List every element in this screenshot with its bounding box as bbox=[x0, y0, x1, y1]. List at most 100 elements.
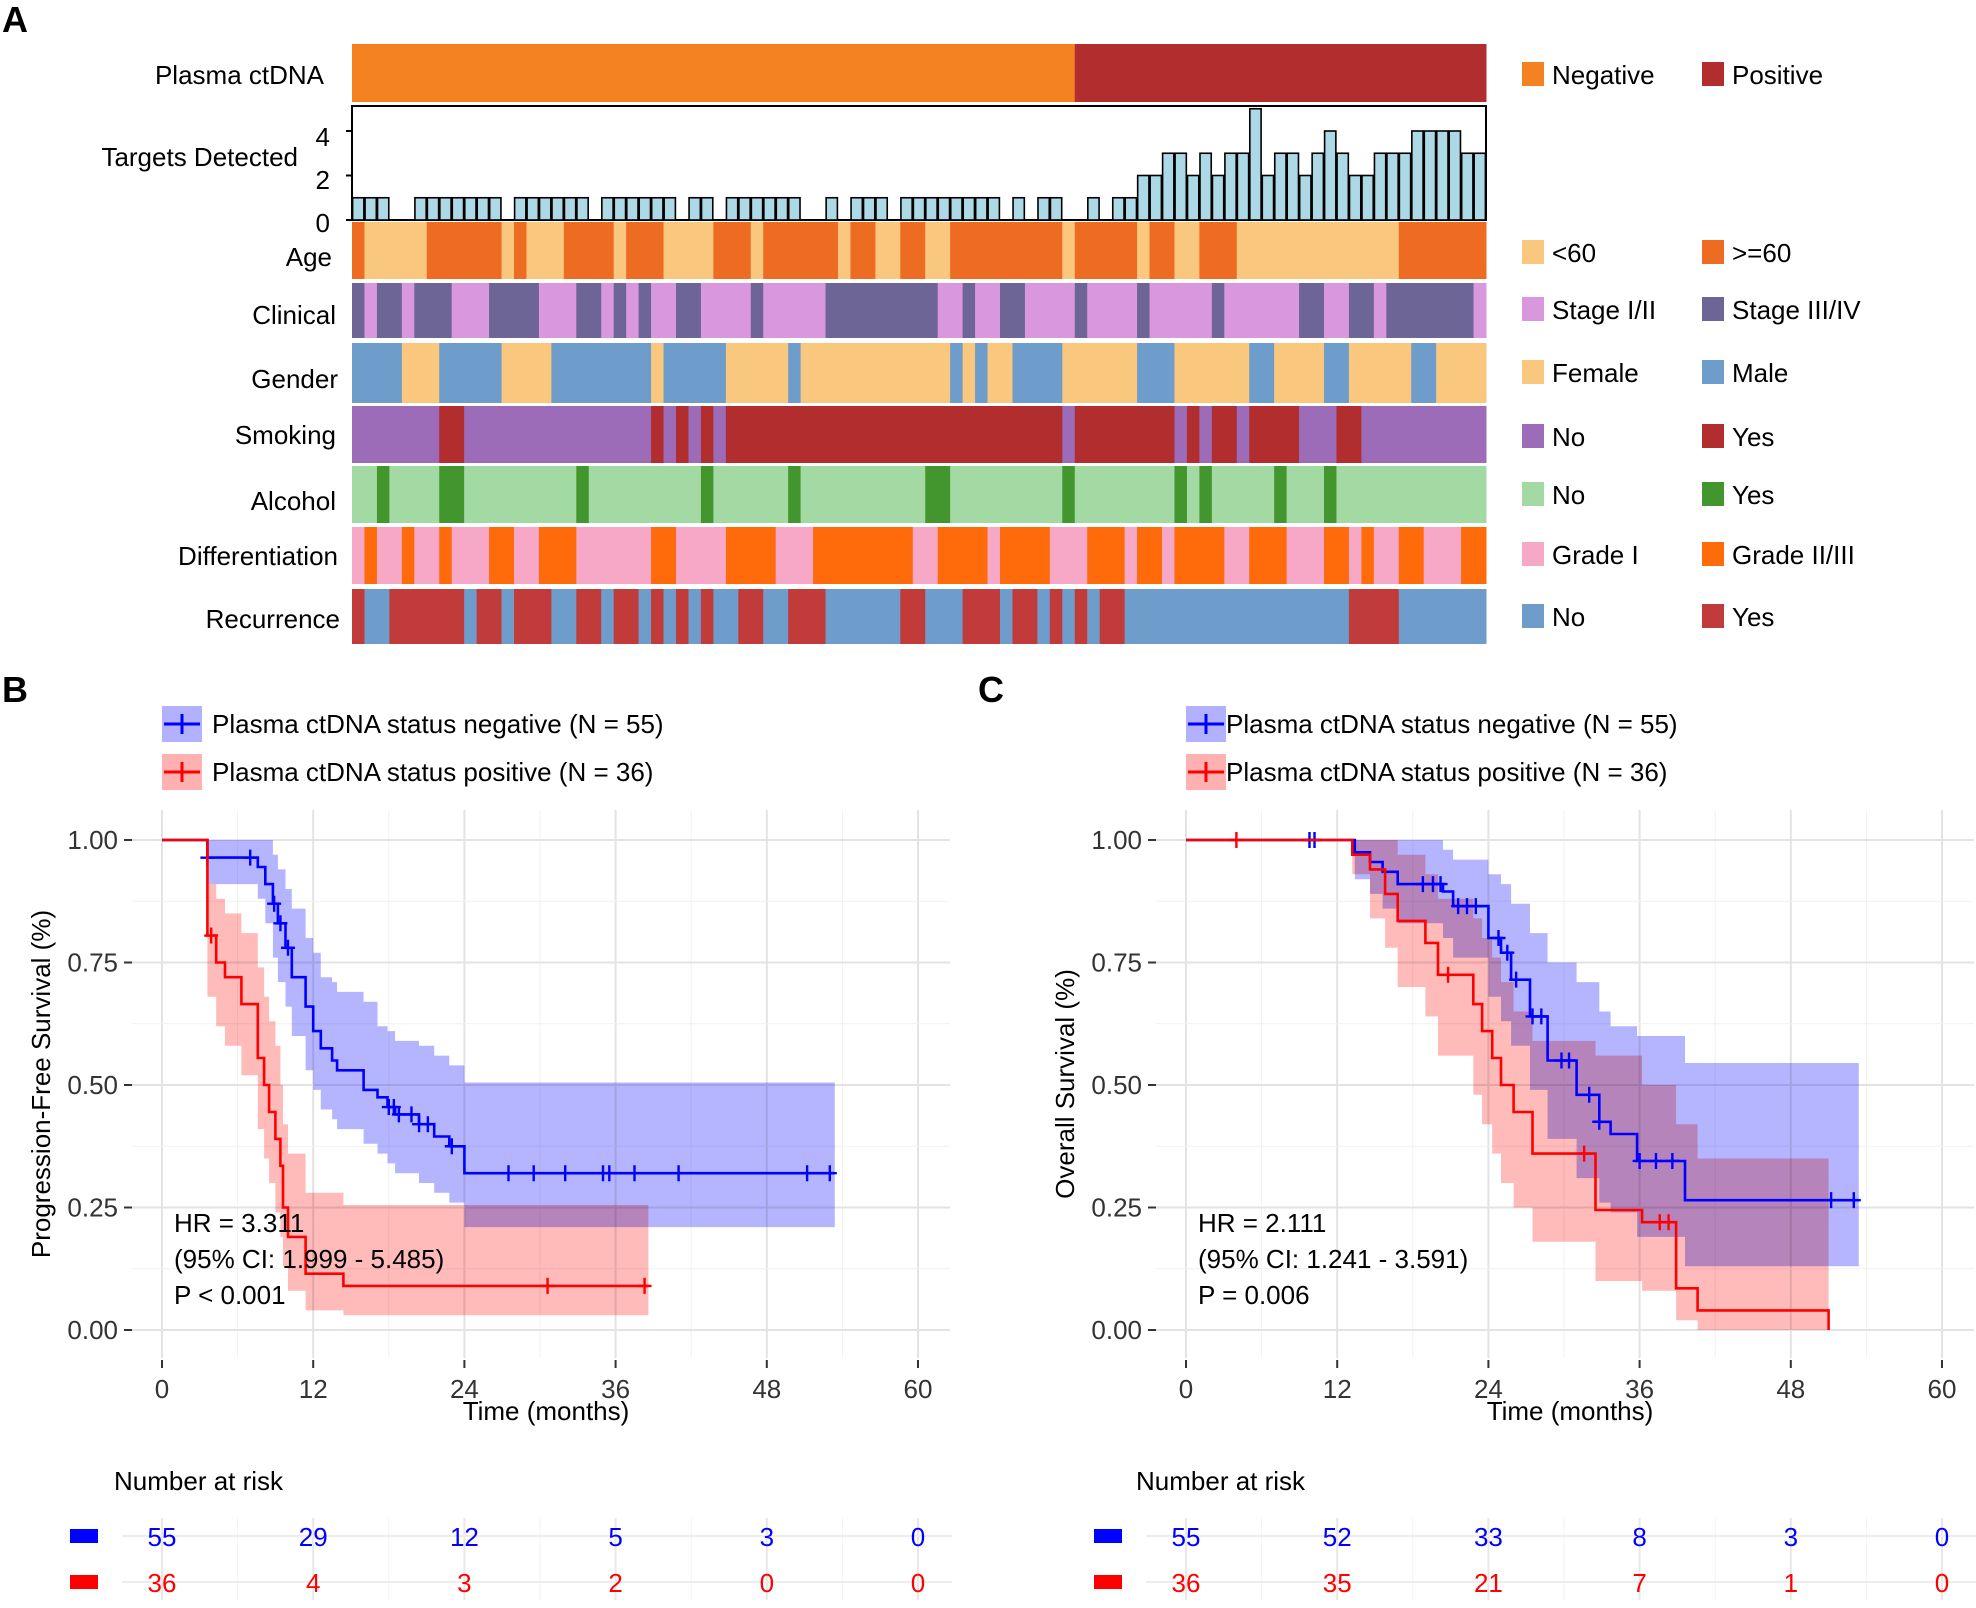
smoking-segment bbox=[1299, 406, 1337, 463]
legend-label-rec-no: No bbox=[1552, 602, 1585, 632]
legend-ctdna: Negative Positive bbox=[1522, 60, 1823, 90]
recurrence-segment bbox=[501, 589, 515, 644]
recurrence-segment bbox=[1037, 589, 1051, 644]
alcohol-segment bbox=[800, 466, 926, 523]
censor-mark bbox=[501, 1165, 516, 1182]
clinical-segment bbox=[1224, 283, 1300, 338]
targets-bar bbox=[1199, 152, 1213, 221]
legend-recurrence: No Yes bbox=[1522, 602, 1774, 632]
clinical-segment bbox=[937, 283, 964, 338]
censor-mark bbox=[1648, 1152, 1663, 1169]
clinical-segment bbox=[763, 283, 827, 338]
clinical-segment bbox=[626, 283, 640, 338]
targets-bar bbox=[1460, 152, 1474, 221]
risk-count: 3 bbox=[1784, 1522, 1798, 1552]
targets-bar bbox=[1236, 152, 1250, 221]
gender-segment bbox=[1436, 343, 1487, 403]
smoking-segment bbox=[1199, 406, 1213, 463]
x-tick-label: 60 bbox=[1928, 1374, 1957, 1404]
track-alcohol bbox=[352, 466, 1487, 523]
alcohol-segment bbox=[1324, 466, 1337, 523]
targets-bar bbox=[1448, 130, 1462, 221]
censor-mark bbox=[1468, 898, 1483, 915]
track-smoking bbox=[352, 406, 1487, 463]
y-tick-label: 0.00 bbox=[67, 1315, 118, 1345]
panel-label-a: A bbox=[2, 0, 28, 40]
targets-bar bbox=[1186, 174, 1200, 221]
targets-bar bbox=[900, 196, 913, 221]
targets-bar bbox=[925, 196, 938, 221]
targets-bar bbox=[1124, 196, 1138, 221]
censor-mark bbox=[1577, 1145, 1592, 1162]
censor-mark bbox=[558, 1165, 573, 1182]
risk-count: 0 bbox=[760, 1568, 774, 1598]
x-tick-label: 12 bbox=[1323, 1374, 1352, 1404]
legend-swatch-rec-yes bbox=[1702, 604, 1724, 628]
recurrence-segment bbox=[1087, 589, 1101, 644]
risk-key-negative bbox=[1094, 1529, 1122, 1543]
clinical-segment bbox=[576, 283, 602, 338]
recurrence-segment bbox=[551, 589, 577, 644]
recurrence-segment bbox=[1074, 589, 1088, 644]
differentiation-segment bbox=[352, 527, 365, 584]
targets-bar bbox=[1398, 152, 1412, 221]
targets-bar bbox=[1037, 196, 1051, 221]
row-labels: Plasma ctDNA Targets Detected Age Clinic… bbox=[101, 60, 340, 634]
ylabel-b: Progression-Free Survival (%) bbox=[26, 910, 56, 1258]
alcohol-segment bbox=[713, 466, 789, 523]
legend-swatch-smoke-yes bbox=[1702, 424, 1724, 448]
targets-bar bbox=[1423, 130, 1437, 221]
alcohol-segment bbox=[376, 466, 390, 523]
risk-count: 36 bbox=[1172, 1568, 1201, 1598]
targets-bar bbox=[862, 196, 876, 221]
targets-bar bbox=[875, 196, 889, 221]
legend-label-female: Female bbox=[1552, 358, 1639, 388]
legend-gender: Female Male bbox=[1522, 358, 1788, 388]
differentiation-segment bbox=[1224, 527, 1250, 584]
targets-bar bbox=[850, 196, 864, 221]
recurrence-segment bbox=[676, 589, 689, 644]
targets-bar bbox=[775, 196, 789, 221]
panel-label-b: B bbox=[2, 669, 28, 710]
legend-alcohol: No Yes bbox=[1522, 480, 1774, 510]
legend-swatch-age-lt60 bbox=[1522, 240, 1544, 264]
censor-mark bbox=[637, 1277, 652, 1294]
targets-bar bbox=[526, 196, 540, 221]
differentiation-segment bbox=[1174, 527, 1225, 584]
gender-segment bbox=[501, 343, 552, 403]
gender-segment bbox=[788, 343, 802, 403]
recurrence-segment bbox=[1049, 589, 1063, 644]
age-segment bbox=[925, 222, 951, 279]
gender-segment bbox=[352, 343, 403, 403]
risk-title-b: Number at risk bbox=[114, 1466, 284, 1496]
targets-bar bbox=[1149, 174, 1163, 221]
differentiation-segment bbox=[401, 527, 415, 584]
targets-bar bbox=[738, 196, 751, 221]
annotation-c-hr: HR = 2.111 bbox=[1198, 1208, 1326, 1238]
legend-swatch-age-ge60 bbox=[1702, 240, 1724, 264]
legend-b-label-neg: Plasma ctDNA status negative (N = 55) bbox=[212, 709, 664, 739]
differentiation-segment bbox=[439, 527, 453, 584]
age-segment bbox=[526, 222, 565, 279]
legend-label-male: Male bbox=[1732, 358, 1788, 388]
x-tick-label: 12 bbox=[299, 1374, 328, 1404]
gender-segment bbox=[962, 343, 976, 403]
differentiation-segment bbox=[1049, 527, 1088, 584]
recurrence-segment bbox=[925, 589, 964, 644]
legend-smoking: No Yes bbox=[1522, 422, 1774, 452]
risk-count: 0 bbox=[911, 1522, 925, 1552]
risk-count: 0 bbox=[911, 1568, 925, 1598]
targets-bar bbox=[1435, 130, 1449, 221]
clinical-segment bbox=[962, 283, 976, 338]
clinical-segment bbox=[352, 283, 365, 338]
clinical-segment bbox=[1299, 283, 1325, 338]
censor-mark bbox=[1500, 944, 1515, 961]
clinical-segment bbox=[1211, 283, 1225, 338]
targets-bar bbox=[576, 196, 589, 221]
clinical-segment bbox=[489, 283, 540, 338]
recurrence-segment bbox=[651, 589, 665, 644]
age-segment bbox=[1199, 222, 1238, 279]
recurrence-segment bbox=[962, 589, 1001, 644]
differentiation-segment bbox=[489, 527, 515, 584]
targets-bar bbox=[451, 196, 465, 221]
